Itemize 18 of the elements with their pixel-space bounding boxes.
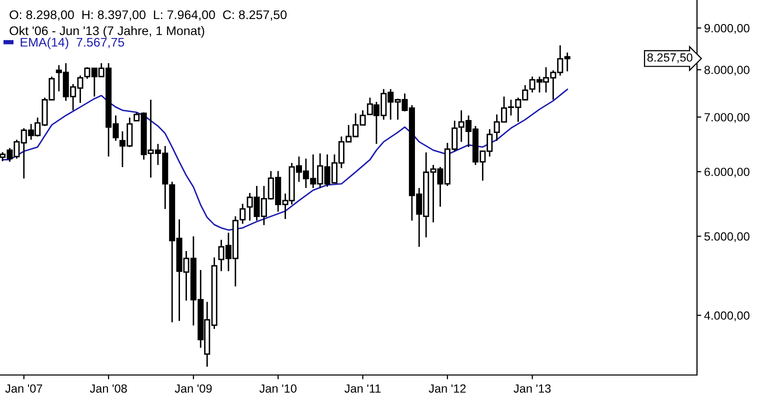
y-tick-label: 6.000,00: [704, 168, 750, 178]
x-tick-label: Jan '07: [5, 384, 42, 393]
y-tick-label: 4.000,00: [704, 311, 750, 322]
y-tick-label: 7.000,00: [704, 113, 750, 123]
x-tick-label: Jan '13: [514, 384, 551, 393]
y-tick-label: 8.000,00: [704, 66, 750, 76]
annotation: 8.257,50: [647, 53, 692, 64]
y-tick-label: 9.000,00: [704, 24, 750, 34]
x-tick-label: Jan '10: [259, 384, 296, 393]
x-tick-label: Jan '12: [428, 384, 466, 393]
text: O: 8.298,00 H: 8.397,00 L: 7.964,00 C: 8.257,50: [10, 10, 287, 21]
y-tick-label: 5.000,00: [704, 232, 750, 242]
line-series: [2, 88, 568, 231]
legend-label: EMA(14) 7.567,75: [20, 38, 124, 50]
x-tick-label: Jan '08: [90, 384, 127, 393]
text: Okt '06 - Jun '13 (7 Jahre, 1 Monat): [10, 26, 204, 38]
x-tick-label: Jan '09: [174, 384, 212, 393]
x-tick-label: Jan '11: [344, 384, 381, 393]
